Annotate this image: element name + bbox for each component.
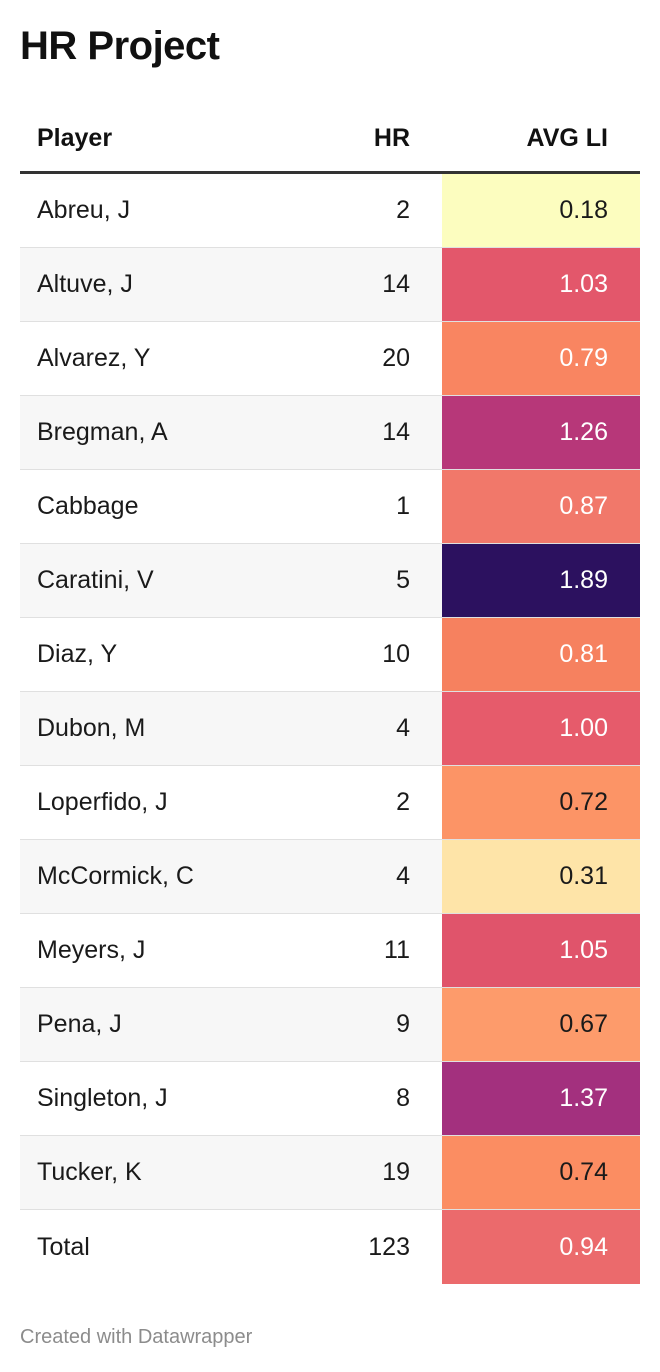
table-body: Abreu, J 2 0.18 Altuve, J 14 1.03 Alvarez, Y 20… <box>20 174 640 1284</box>
player-cell: Pena, J <box>37 1010 122 1038</box>
avg-li-cell: 1.37 <box>442 1062 640 1135</box>
hr-cell: 5 <box>396 566 410 594</box>
table-row: Bregman, A 14 1.26 <box>20 396 640 470</box>
player-cell: Altuve, J <box>37 270 133 298</box>
avg-li-cell: 0.67 <box>442 988 640 1061</box>
header-avg-li[interactable]: AVG LI <box>526 124 608 152</box>
hr-cell: 123 <box>368 1232 410 1261</box>
player-cell: Caratini, V <box>37 566 154 594</box>
table-row: McCormick, C 4 0.31 <box>20 840 640 914</box>
hr-cell: 14 <box>382 270 410 298</box>
table-row: Singleton, J 8 1.37 <box>20 1062 640 1136</box>
avg-li-cell: 0.31 <box>442 840 640 913</box>
player-cell: Abreu, J <box>37 196 131 224</box>
avg-li-cell: 0.94 <box>442 1210 640 1284</box>
hr-cell: 8 <box>396 1084 410 1112</box>
player-cell: Dubon, M <box>37 714 146 742</box>
avg-li-cell: 0.87 <box>442 470 640 543</box>
header-player[interactable]: Player <box>37 124 113 152</box>
avg-li-cell: 1.26 <box>442 396 640 469</box>
player-cell: Alvarez, Y <box>37 344 151 372</box>
avg-li-cell: 1.89 <box>442 544 640 617</box>
table-row: Pena, J 9 0.67 <box>20 988 640 1062</box>
hr-cell: 10 <box>382 640 410 668</box>
avg-li-cell: 0.81 <box>442 618 640 691</box>
hr-cell: 9 <box>396 1010 410 1038</box>
table-row: Diaz, Y 10 0.81 <box>20 618 640 692</box>
hr-cell: 4 <box>396 862 410 890</box>
total-row: Total 123 0.94 <box>20 1210 640 1284</box>
player-cell: Diaz, Y <box>37 640 118 668</box>
avg-li-cell: 0.72 <box>442 766 640 839</box>
table-row: Loperfido, J 2 0.72 <box>20 766 640 840</box>
avg-li-cell: 0.79 <box>442 322 640 395</box>
table-header: Player HR AVG LI <box>20 106 640 174</box>
hr-cell: 20 <box>382 344 410 372</box>
table-row: Caratini, V 5 1.89 <box>20 544 640 618</box>
player-cell: Loperfido, J <box>37 788 168 816</box>
table-row: Tucker, K 19 0.74 <box>20 1136 640 1210</box>
hr-cell: 11 <box>384 936 410 964</box>
avg-li-cell: 1.00 <box>442 692 640 765</box>
hr-cell: 4 <box>396 714 410 742</box>
avg-li-cell: 0.18 <box>442 174 640 247</box>
player-cell: Bregman, A <box>37 418 168 446</box>
header-hr[interactable]: HR <box>373 124 410 152</box>
table-row: Altuve, J 14 1.03 <box>20 248 640 322</box>
table-row: Meyers, J 11 1.05 <box>20 914 640 988</box>
hr-cell: 1 <box>396 492 410 520</box>
datawrapper-credit: Created with Datawrapper <box>20 1326 253 1348</box>
player-cell: Meyers, J <box>37 936 146 964</box>
hr-cell: 19 <box>382 1158 410 1186</box>
player-cell: Cabbage <box>37 492 139 520</box>
player-cell: Total <box>37 1232 90 1261</box>
hr-cell: 14 <box>382 418 410 446</box>
player-cell: Tucker, K <box>37 1158 142 1186</box>
table-row: Cabbage 1 0.87 <box>20 470 640 544</box>
avg-li-cell: 1.05 <box>442 914 640 987</box>
avg-li-cell: 1.03 <box>442 248 640 321</box>
table-row: Alvarez, Y 20 0.79 <box>20 322 640 396</box>
player-cell: McCormick, C <box>37 862 194 890</box>
table-row: Dubon, M 4 1.00 <box>20 692 640 766</box>
hr-cell: 2 <box>396 196 410 224</box>
player-cell: Singleton, J <box>37 1084 168 1112</box>
table-row: Abreu, J 2 0.18 <box>20 174 640 248</box>
chart-title: HR Project <box>20 24 220 68</box>
data-table: Player HR AVG LI Abreu, J 2 0.18 Altuve, J 1… <box>20 106 640 1284</box>
hr-cell: 2 <box>396 788 410 816</box>
avg-li-cell: 0.74 <box>442 1136 640 1209</box>
